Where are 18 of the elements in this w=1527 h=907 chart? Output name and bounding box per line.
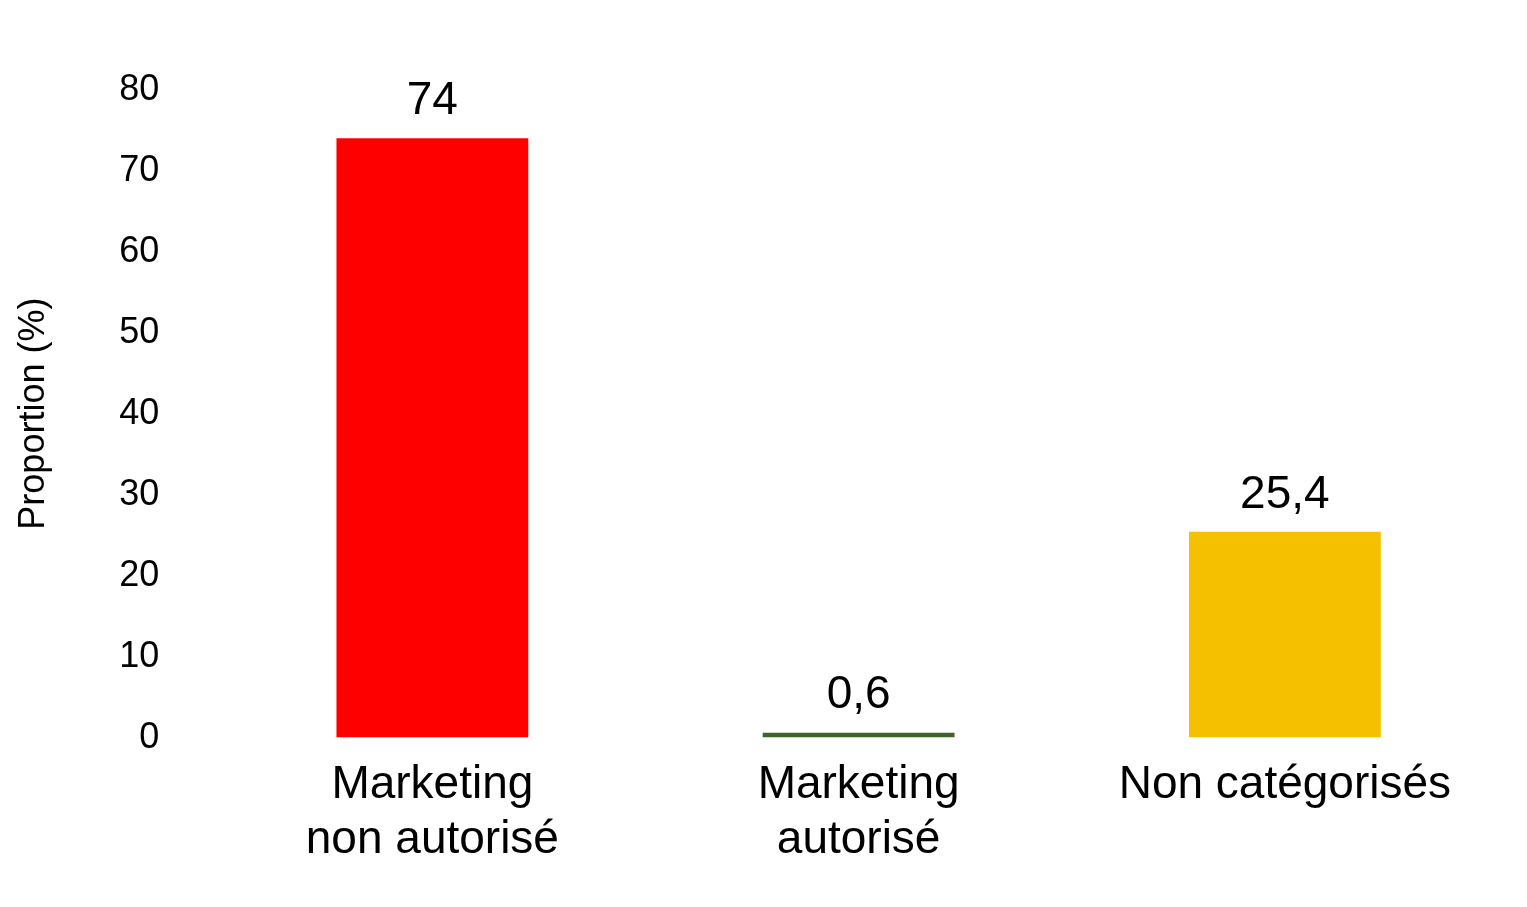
bar — [1188, 531, 1381, 738]
data-label: 25,4 — [1240, 465, 1330, 518]
y-axis-title: Proportion (%) — [10, 297, 52, 530]
data-label: 74 — [406, 71, 458, 124]
y-tick-label: 30 — [119, 471, 160, 513]
data-label: 0,6 — [826, 666, 891, 719]
y-tick-label: 50 — [119, 309, 160, 351]
y-tick-label: 60 — [119, 228, 160, 270]
x-tick-label: Marketing non autorisé — [305, 755, 559, 864]
y-tick-label: 40 — [119, 390, 160, 432]
y-tick-label: 80 — [119, 66, 160, 108]
y-tick-label: 70 — [119, 147, 160, 189]
y-tick-label: 20 — [119, 552, 160, 594]
x-tick-label: Non catégorisés — [1118, 755, 1452, 808]
y-tick-label: 0 — [139, 714, 160, 756]
y-tick-label: 10 — [119, 633, 160, 675]
bar — [336, 138, 529, 738]
x-tick-label: Marketing autorisé — [757, 755, 960, 864]
